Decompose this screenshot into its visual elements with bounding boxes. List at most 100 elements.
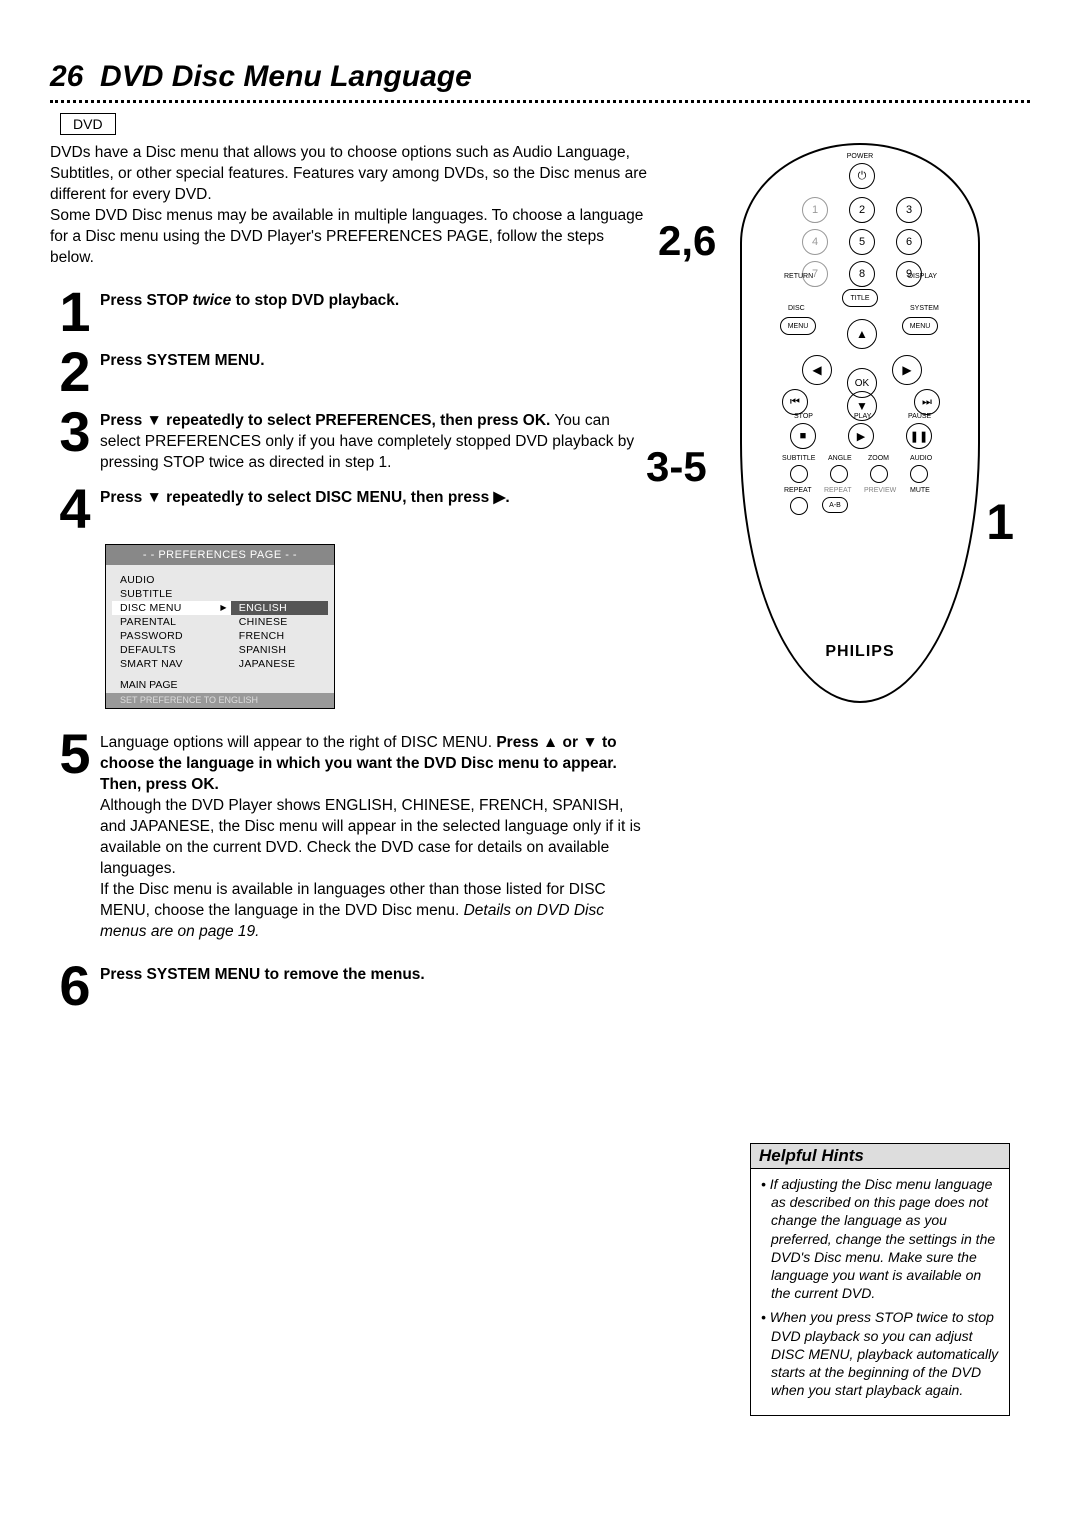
repeat-ab-button: A-B: [822, 497, 848, 513]
step-1: 1 Press STOP twice to stop DVD playback.: [50, 287, 650, 337]
menu-item: SMART NAV: [112, 657, 231, 671]
step-4: 4 Press ▼ repeatedly to select DISC MENU…: [50, 484, 650, 534]
power-button: ⏻: [849, 163, 875, 189]
system-label: SYSTEM: [910, 305, 939, 312]
hint-item: If adjusting the Disc menu language as d…: [761, 1175, 999, 1302]
menu-item: AUDIO: [112, 573, 231, 587]
dpad-right: ▶: [892, 355, 922, 385]
menu-lang-selected: ENGLISH: [231, 601, 328, 615]
menu-item: PARENTAL: [112, 615, 231, 629]
left-column: DVDs have a Disc menu that allows you to…: [50, 143, 650, 1416]
disc-menu-button: MENU: [780, 317, 816, 335]
num-1: 1: [802, 197, 828, 223]
step-6: 6 Press SYSTEM MENU to remove the menus.: [50, 961, 650, 1011]
next-button: ⏭: [914, 389, 940, 415]
disc-label: DISC: [788, 305, 805, 312]
menu-item: SUBTITLE: [112, 587, 231, 601]
callout-3-5: 3-5: [646, 443, 707, 491]
preferences-menu: - - PREFERENCES PAGE - - AUDIO SUBTITLE …: [105, 544, 335, 709]
step-1-rest: to stop DVD playback.: [231, 292, 399, 309]
power-label: POWER: [742, 153, 978, 160]
step-number: 6: [50, 961, 100, 1011]
title-divider: [50, 100, 1030, 103]
menu-footer-sub: SET PREFERENCE TO ENGLISH: [106, 693, 334, 708]
menu-footer: MAIN PAGE: [106, 675, 334, 693]
angle-label: ANGLE: [828, 455, 852, 462]
intro-text: DVDs have a Disc menu that allows you to…: [50, 143, 650, 269]
step-3: 3 Press ▼ repeatedly to select PREFERENC…: [50, 407, 650, 474]
step-2-bold: Press SYSTEM MENU.: [100, 352, 265, 369]
brand-label: PHILIPS: [742, 643, 978, 661]
menu-lang: CHINESE: [231, 615, 328, 629]
zoom-label: ZOOM: [868, 455, 889, 462]
right-column: POWER ⏻ 1 2 3 4 5 6 7 8 9 RETURN DISPLAY: [680, 143, 1030, 1416]
step-number: 5: [50, 729, 100, 779]
subtitle-button: [790, 465, 808, 483]
step-5-pre: Language options will appear to the righ…: [100, 734, 496, 751]
step-6-bold: Press SYSTEM MENU to remove the menus.: [100, 966, 425, 983]
step-number: 3: [50, 407, 100, 457]
helpful-hints-box: Helpful Hints If adjusting the Disc menu…: [750, 1143, 1010, 1416]
repeat-ab-label: REPEAT: [824, 487, 852, 494]
menu-left-col: AUDIO SUBTITLE DISC MENU PARENTAL PASSWO…: [112, 573, 231, 671]
num-2: 2: [849, 197, 875, 223]
pause-label: PAUSE: [908, 413, 931, 420]
remote-illustration: POWER ⏻ 1 2 3 4 5 6 7 8 9 RETURN DISPLAY: [680, 143, 1030, 703]
page-title: 26 DVD Disc Menu Language: [50, 60, 1030, 94]
num-3: 3: [896, 197, 922, 223]
angle-button: [830, 465, 848, 483]
step-body: Press SYSTEM MENU to remove the menus.: [100, 961, 650, 986]
stop-label: STOP: [794, 413, 813, 420]
step-body: Language options will appear to the righ…: [100, 729, 650, 942]
menu-lang: SPANISH: [231, 643, 328, 657]
dvd-badge: DVD: [60, 113, 116, 135]
step-body: Press ▼ repeatedly to select PREFERENCES…: [100, 407, 650, 474]
num-5: 5: [849, 229, 875, 255]
pause-button: ❚❚: [906, 423, 932, 449]
hints-title: Helpful Hints: [751, 1144, 1009, 1169]
repeat-label: REPEAT: [784, 487, 812, 494]
title-number: 26: [50, 60, 83, 93]
display-label: DISPLAY: [908, 273, 937, 280]
ok-button: OK: [847, 368, 877, 398]
mute-label: MUTE: [910, 487, 930, 494]
menu-item-selected: DISC MENU: [112, 601, 231, 615]
zoom-button: [870, 465, 888, 483]
play-label: PLAY: [854, 413, 871, 420]
hint-item: When you press STOP twice to stop DVD pl…: [761, 1308, 999, 1399]
repeat-button: [790, 497, 808, 515]
menu-item: DEFAULTS: [112, 643, 231, 657]
menu-title: - - PREFERENCES PAGE - -: [106, 545, 334, 565]
subtitle-label: SUBTITLE: [782, 455, 815, 462]
audio-button: [910, 465, 928, 483]
step-body: Press SYSTEM MENU.: [100, 347, 650, 372]
step-1-bold: Press STOP: [100, 292, 193, 309]
step-4-bold: Press ▼ repeatedly to select DISC MENU, …: [100, 489, 510, 506]
step-number: 1: [50, 287, 100, 337]
step-body: Press STOP twice to stop DVD playback.: [100, 287, 650, 312]
intro-p1: DVDs have a Disc menu that allows you to…: [50, 144, 647, 203]
audio-label: AUDIO: [910, 455, 932, 462]
menu-item: PASSWORD: [112, 629, 231, 643]
step-3-bold: Press ▼ repeatedly to select PREFERENCES…: [100, 412, 550, 429]
hints-list: If adjusting the Disc menu language as d…: [751, 1169, 1009, 1399]
title-text: DVD Disc Menu Language: [100, 60, 472, 93]
step-1-ital: twice: [193, 292, 232, 309]
step-5: 5 Language options will appear to the ri…: [50, 729, 650, 942]
num-8: 8: [849, 261, 875, 287]
return-label: RETURN: [784, 273, 813, 280]
num-4: 4: [802, 229, 828, 255]
step-number: 2: [50, 347, 100, 397]
menu-lang: FRENCH: [231, 629, 328, 643]
callout-1: 1: [986, 493, 1014, 551]
num-6: 6: [896, 229, 922, 255]
preview-label: PREVIEW: [864, 487, 896, 494]
step-body: Press ▼ repeatedly to select DISC MENU, …: [100, 484, 650, 509]
step-5-p2: Although the DVD Player shows ENGLISH, C…: [100, 797, 641, 877]
prev-button: ⏮: [782, 389, 808, 415]
play-button: ▶: [848, 423, 874, 449]
title-button: TITLE: [842, 289, 878, 307]
dpad-up: ▲: [847, 319, 877, 349]
step-2: 2 Press SYSTEM MENU.: [50, 347, 650, 397]
intro-p2: Some DVD Disc menus may be available in …: [50, 207, 643, 266]
